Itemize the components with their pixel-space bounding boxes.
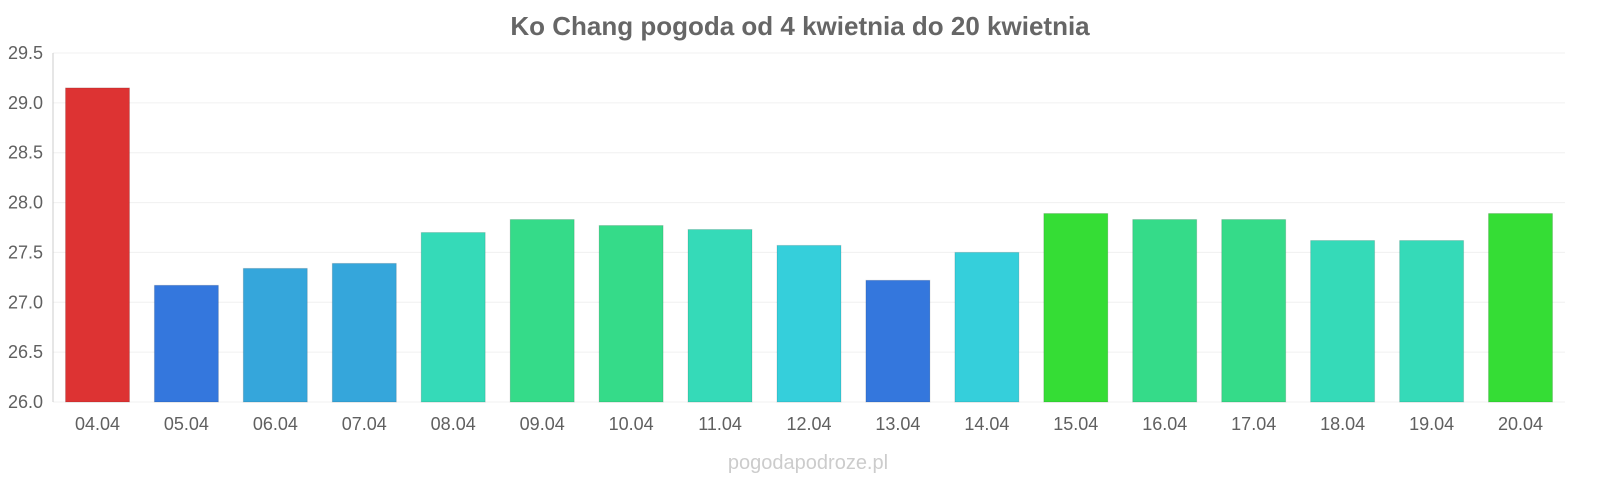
y-tick-label: 26.0 [8, 392, 43, 412]
bar-17.04 [1221, 219, 1287, 403]
y-tick-label: 27.5 [8, 242, 43, 262]
x-tick-label: 20.04 [1498, 414, 1543, 434]
x-tick-label: 18.04 [1320, 414, 1365, 434]
x-tick-label: 13.04 [875, 414, 920, 434]
x-tick-label: 05.04 [164, 414, 209, 434]
y-tick-label: 29.0 [8, 93, 43, 113]
y-axis: 26.0 26.5 27.0 27.5 28.0 28.5 29.0 29.5 [8, 43, 54, 412]
bar-series [65, 87, 1553, 403]
y-tick-label: 29.5 [8, 43, 43, 63]
x-tick-label: 07.04 [342, 414, 387, 434]
bar-15.04 [1043, 213, 1109, 403]
bar-13.04 [865, 279, 931, 403]
bar-05.04 [153, 284, 219, 403]
x-tick-label: 04.04 [75, 414, 120, 434]
watermark-text: pogodapodroze.pl [728, 452, 888, 474]
y-tick-label: 27.0 [8, 292, 43, 312]
bar-09.04 [509, 219, 575, 403]
x-tick-label: 10.04 [609, 414, 654, 434]
x-tick-label: 19.04 [1409, 414, 1454, 434]
y-tick-label: 28.0 [8, 193, 43, 213]
bar-12.04 [776, 244, 842, 403]
x-tick-label: 06.04 [253, 414, 298, 434]
bar-18.04 [1310, 240, 1376, 403]
chart-title: Ko Chang pogoda od 4 kwietnia do 20 kwie… [510, 11, 1090, 41]
bar-08.04 [420, 232, 486, 403]
bar-19.04 [1399, 240, 1465, 403]
bar-16.04 [1132, 219, 1198, 403]
x-tick-label: 09.04 [520, 414, 565, 434]
x-tick-label: 12.04 [786, 414, 831, 434]
bar-10.04 [598, 225, 664, 403]
bar-06.04 [242, 267, 308, 403]
bar-04.04 [65, 87, 130, 403]
x-tick-label: 17.04 [1231, 414, 1276, 434]
x-tick-label: 14.04 [964, 414, 1009, 434]
bar-11.04 [687, 229, 753, 403]
x-tick-label: 08.04 [431, 414, 476, 434]
y-tick-label: 26.5 [8, 342, 43, 362]
x-axis: 04.04 05.04 06.04 07.04 08.04 09.04 10.04 11.04… [75, 414, 1543, 434]
x-tick-label: 15.04 [1053, 414, 1098, 434]
x-tick-label: 16.04 [1142, 414, 1187, 434]
x-tick-label: 11.04 [698, 414, 742, 434]
y-tick-label: 28.5 [8, 143, 43, 163]
bar-20.04 [1488, 213, 1553, 403]
bar-14.04 [954, 251, 1020, 403]
bar-07.04 [331, 262, 397, 403]
